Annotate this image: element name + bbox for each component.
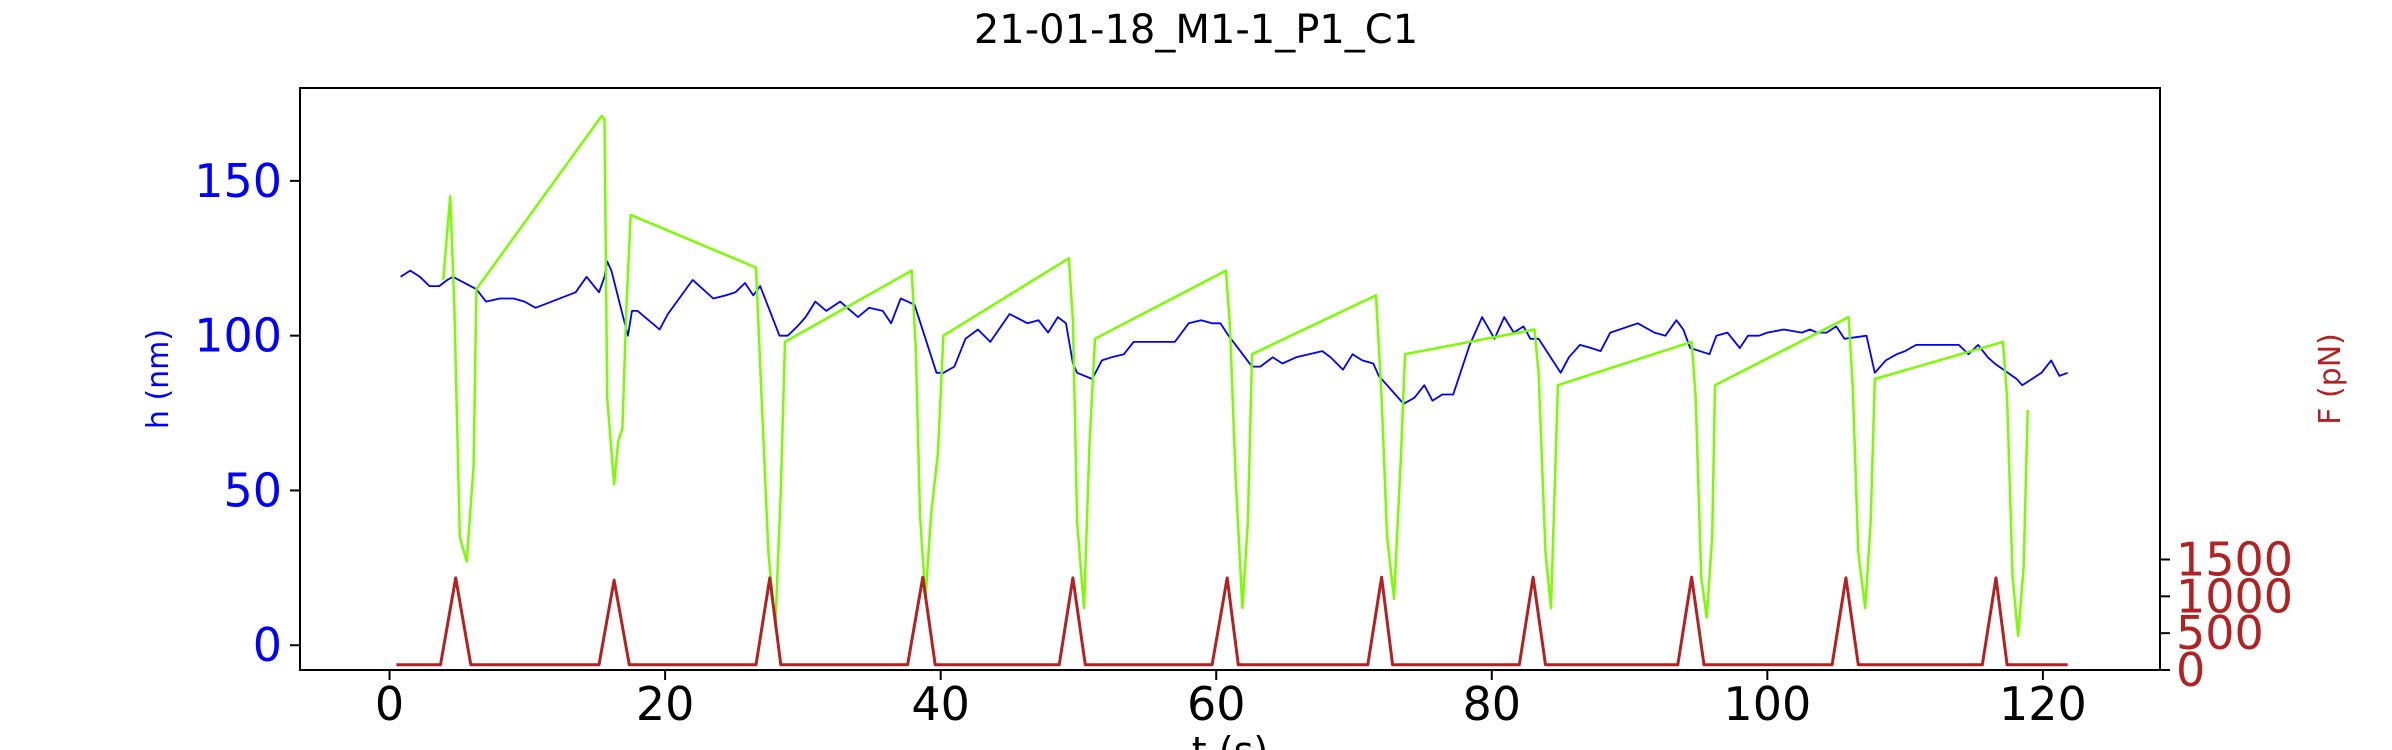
y2-tick-label: 1000 bbox=[2176, 569, 2293, 623]
y-axis-left: 0 50 100 150 bbox=[194, 154, 300, 672]
y-tick-label: 0 bbox=[253, 618, 282, 672]
y-tick-label: 100 bbox=[194, 309, 282, 363]
x-tick-label: 120 bbox=[1999, 677, 2087, 731]
x-tick-label: 80 bbox=[1463, 677, 1522, 731]
y2-tick-label: 500 bbox=[2176, 606, 2264, 660]
y2-axis-label: F (pN) bbox=[2313, 333, 2348, 425]
x-axis-label: t (s) bbox=[1192, 729, 1268, 750]
y-axis-label: h (nm) bbox=[141, 329, 176, 429]
series-line-0 bbox=[400, 260, 2069, 405]
x-tick-label: 40 bbox=[911, 677, 970, 731]
plot-lines bbox=[396, 114, 2069, 667]
x-tick-label: 100 bbox=[1723, 677, 1811, 731]
y2-tick-label: 1500 bbox=[2176, 532, 2293, 586]
chart-title: 21-01-18_M1-1_P1_C1 bbox=[974, 7, 1418, 53]
series-line-2 bbox=[396, 575, 2068, 667]
plot-frame bbox=[299, 87, 2161, 671]
x-tick-label: 60 bbox=[1187, 677, 1246, 731]
y-tick-label: 150 bbox=[194, 154, 282, 208]
x-axis: 0 20 40 60 80 100 120 bbox=[375, 670, 2087, 731]
y2-tick-label: 0 bbox=[2176, 643, 2205, 697]
y-tick-label: 50 bbox=[223, 463, 282, 517]
x-tick-label: 0 bbox=[375, 677, 404, 731]
series-line-1 bbox=[442, 114, 2029, 638]
x-tick-label: 20 bbox=[636, 677, 695, 731]
